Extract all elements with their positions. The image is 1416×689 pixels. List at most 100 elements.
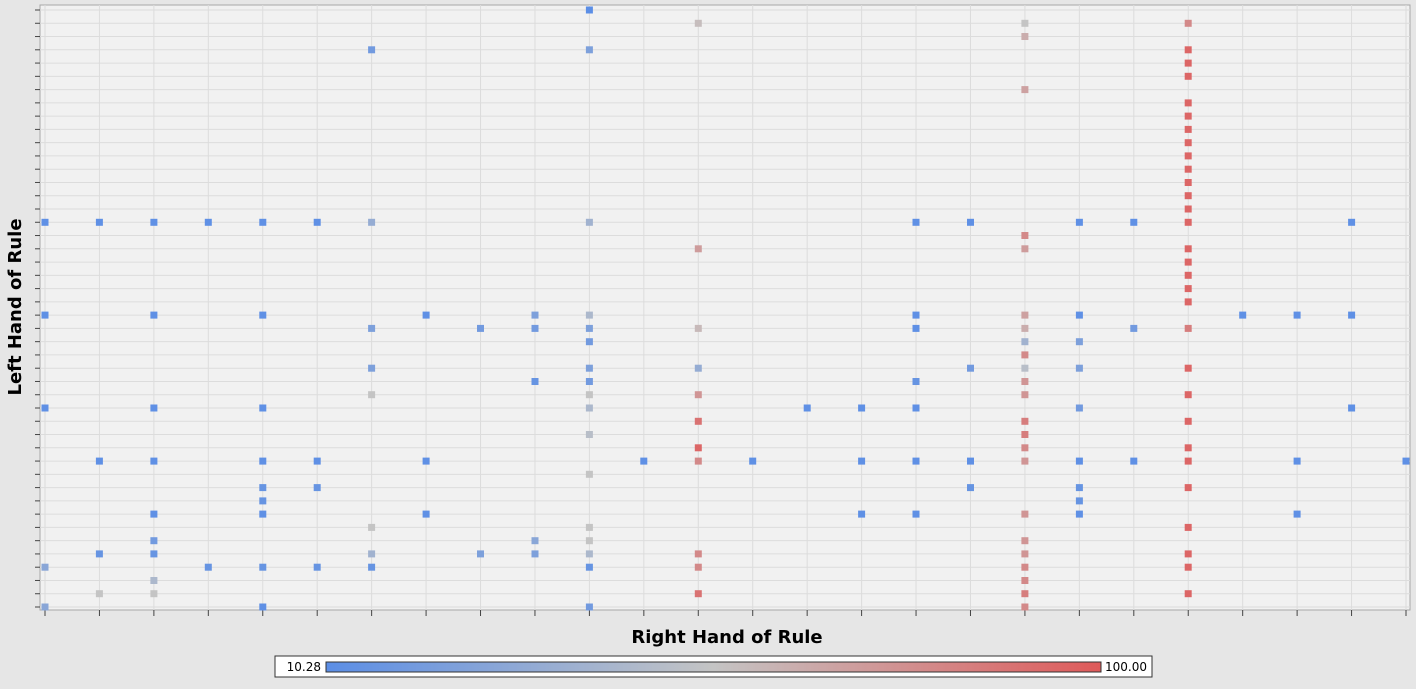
heatmap-cell [912,457,920,465]
heatmap-cell [150,218,158,226]
heatmap-cell [150,550,158,558]
heatmap-cell [1402,457,1410,465]
heatmap-cell [1021,431,1029,438]
heatmap-cell [95,457,103,465]
heatmap-cell [1021,563,1029,571]
heatmap-cell [585,563,593,571]
heatmap-cell [368,364,376,372]
heatmap-cell [1184,59,1192,67]
heatmap-cell [1293,510,1301,518]
heatmap-cell [259,404,267,412]
heatmap-cell [1184,165,1192,173]
heatmap-cell [1021,324,1029,332]
heatmap-cell [422,311,430,319]
heatmap-cell [150,457,158,465]
heatmap-cell [41,311,49,319]
heatmap-cell [1184,218,1192,226]
heatmap-cell [585,431,593,438]
heatmap-cell [585,364,593,372]
heatmap-cell [1184,192,1192,200]
color-legend: 10.28 100.00 [274,655,1153,678]
heatmap-cell [1021,245,1029,253]
heatmap-cell [694,550,702,558]
heatmap-cell [150,590,158,598]
heatmap-cell [531,378,539,385]
heatmap-cell [95,590,103,598]
heatmap-cell [1184,364,1192,372]
heatmap-cell [150,311,158,319]
heatmap-cell [95,218,103,226]
heatmap-cell [694,457,702,465]
heatmap-cell [150,404,158,412]
heatmap-cell [1184,125,1192,133]
heatmap-cell [694,19,702,27]
heatmap-cell [585,6,593,14]
plot-area [39,4,1411,611]
heatmap-cell [1075,457,1083,465]
heatmap-cell [1021,351,1029,359]
heatmap-cell [1021,364,1029,372]
heatmap-cell [150,577,158,584]
heatmap-cell [1184,179,1192,186]
heatmap-cell [313,484,321,492]
heatmap-cell [259,563,267,571]
heatmap-cell [803,404,811,412]
heatmap-cell [912,218,920,226]
heatmap-cell [1021,232,1029,239]
heatmap-cell [531,537,539,545]
heatmap-cell [259,510,267,518]
heatmap-cell [694,324,702,332]
heatmap-cell [1021,391,1029,399]
y-axis-title: Left Hand of Rule [5,218,26,395]
heatmap-cell [1184,19,1192,27]
heatmap-cell [41,563,49,571]
heatmap-cell [694,417,702,425]
legend-min-label: 10.28 [287,660,321,674]
heatmap-cell [368,391,376,399]
heatmap-cell [585,523,593,531]
heatmap-cell [1021,311,1029,319]
heatmap-cell [259,603,267,611]
heatmap-cell [259,484,267,492]
heatmap-cell [585,378,593,385]
x-axis-title: Right Hand of Rule [631,627,822,648]
heatmap-cell [1184,99,1192,107]
heatmap-cell [1348,404,1356,412]
heatmap-cell [1184,285,1192,293]
heatmap-cell [1184,46,1192,54]
heatmap-cell [1075,484,1083,492]
heatmap-cell [858,404,866,412]
heatmap-cell [585,311,593,319]
heatmap-cell [1184,245,1192,253]
heatmap-cell [204,218,212,226]
heatmap-cell [1021,417,1029,425]
heatmap-cell [1184,590,1192,598]
heatmap-cell [585,550,593,558]
heatmap-cell [1021,33,1029,40]
heatmap-cell [1021,590,1029,598]
heatmap-cell [1184,205,1192,213]
heatmap-cell [585,218,593,226]
heatmap-cell [368,550,376,558]
heatmap-cell [1184,484,1192,492]
heatmap-cell [259,457,267,465]
heatmap-cell [585,537,593,545]
heatmap-cell [1348,218,1356,226]
heatmap-cell [1184,417,1192,425]
heatmap-cell [585,391,593,399]
heatmap-cell [1184,563,1192,571]
heatmap-cell [1184,391,1192,399]
heatmap-cell [1130,218,1138,226]
heatmap-cell [1021,338,1029,346]
heatmap-cell [1075,497,1083,505]
heatmap-cell [967,364,974,372]
heatmap-cell [477,550,484,558]
heatmap-cell [1021,510,1029,518]
heatmap-cell [912,378,920,385]
heatmap-cell [1184,298,1192,306]
heatmap-cell [1239,311,1247,319]
heatmap-cell [368,46,376,54]
heatmap-cell [1021,577,1029,584]
heatmap-cell [41,218,49,226]
heatmap-cell [41,603,49,611]
